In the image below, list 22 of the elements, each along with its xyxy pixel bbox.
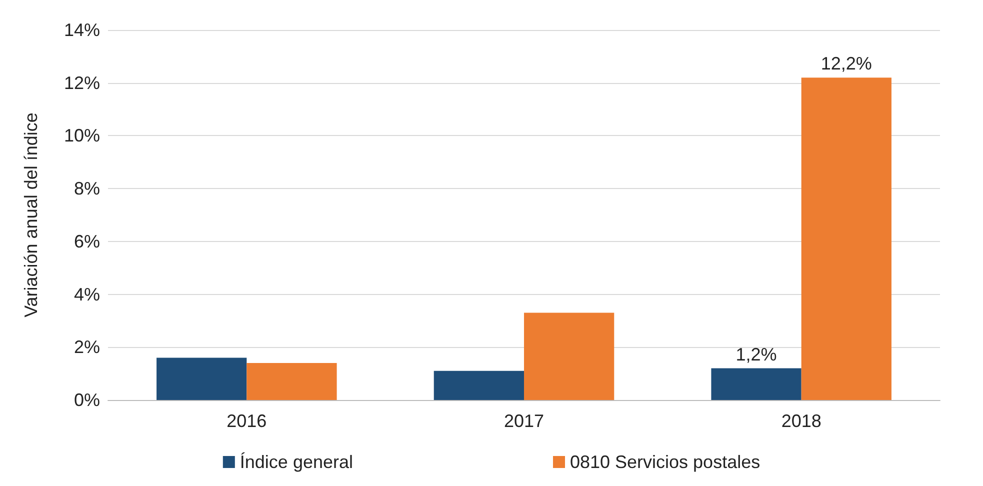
bar bbox=[434, 370, 524, 400]
bar bbox=[801, 78, 892, 400]
x-tick-label: 2018 bbox=[781, 411, 822, 431]
y-tick-label: 14% bbox=[64, 20, 100, 40]
legend-label: 0810 Servicios postales bbox=[570, 452, 760, 472]
y-tick-label: 8% bbox=[74, 178, 100, 199]
y-tick-label: 12% bbox=[64, 72, 100, 93]
bar bbox=[156, 358, 247, 400]
y-tick-label: 10% bbox=[64, 126, 100, 146]
legend-label: Índice general bbox=[240, 452, 353, 472]
x-tick-label: 2016 bbox=[226, 411, 267, 431]
y-tick-label: 4% bbox=[74, 284, 100, 304]
y-tick-label: 0% bbox=[74, 390, 100, 410]
data-label: 12,2% bbox=[820, 54, 872, 74]
bar bbox=[524, 312, 614, 400]
y-tick-label: 2% bbox=[74, 337, 100, 358]
y-axis-title: Variación anual del índice bbox=[21, 112, 41, 318]
bar bbox=[711, 368, 802, 400]
y-tick-label: 6% bbox=[74, 231, 100, 252]
x-tick-label: 2017 bbox=[504, 411, 544, 431]
bar bbox=[246, 363, 337, 400]
data-label: 1,2% bbox=[736, 344, 777, 364]
